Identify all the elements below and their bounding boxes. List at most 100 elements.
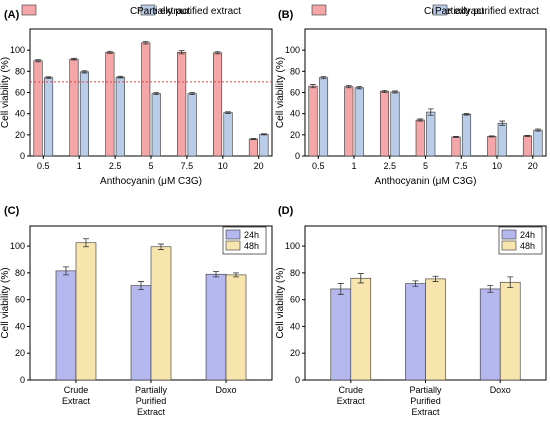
bar-crude-extract-0 (308, 85, 318, 157)
x-tick-label: Doxo (490, 385, 511, 395)
bar-crude-extract-2 (379, 91, 390, 157)
plot-frame (29, 28, 273, 157)
legend-label: 48h (244, 241, 259, 251)
bar-crude-extract-0 (33, 60, 43, 157)
error-bar (261, 133, 267, 136)
panel-label: (D) (278, 205, 294, 217)
x-tick-label: 0.5 (37, 161, 50, 171)
y-tick-label: 0 (20, 375, 25, 385)
error-bar (214, 51, 221, 55)
y-tick-label: 100 (285, 45, 300, 55)
x-tick-label: 7.5 (181, 161, 194, 171)
x-tick-label: Extract (337, 396, 366, 406)
legend-swatch-48h (501, 240, 517, 251)
bar-partially-purified-extract-1 (79, 71, 90, 157)
error-bar (117, 75, 124, 79)
bar-partially-purified-extract-2 (390, 91, 400, 157)
bar-48h-2 (225, 274, 247, 381)
bar-48h-2 (499, 281, 521, 381)
bar-crude-extract-6 (522, 135, 533, 157)
y-tick-label: 80 (15, 66, 25, 76)
error-bar (35, 59, 41, 63)
legend-swatch-24h (225, 229, 241, 240)
error-bar (427, 108, 434, 116)
y-tick-label: 20 (290, 130, 300, 140)
bar-crude-extract-1 (344, 86, 354, 157)
x-tick-label: 1 (77, 161, 82, 171)
y-tick-label: 20 (15, 130, 25, 140)
legend-label: Partially purified extract (137, 6, 241, 17)
error-bar (524, 134, 531, 137)
bar-24h-1 (130, 285, 152, 381)
error-bar (432, 275, 439, 282)
x-tick-label: 5 (423, 161, 428, 171)
y-tick-label: 60 (290, 295, 300, 305)
error-bar (535, 128, 541, 132)
x-tick-label: Crude (64, 385, 89, 395)
x-tick-label: Purified (136, 396, 167, 406)
y-axis-title: Cell viability (%) (0, 267, 11, 338)
y-tick-label: 40 (290, 109, 300, 119)
y-tick-label: 0 (295, 151, 300, 161)
x-tick-label: 10 (218, 161, 228, 171)
bar-partially-purified-extract-1 (354, 87, 364, 157)
bar-24h-0 (330, 288, 352, 381)
legend-label: 24h (520, 230, 535, 240)
error-bar (142, 41, 149, 45)
bar-partially-purified-extract-5 (497, 122, 507, 157)
legend-label: 24h (244, 230, 259, 240)
bar-24h-1 (405, 283, 426, 381)
bar-crude-extract-5 (212, 52, 223, 157)
legend-swatch-partially-purified-extract (432, 4, 448, 16)
error-bar (225, 111, 231, 114)
x-tick-label: 7.5 (455, 161, 468, 171)
x-tick-label: Purified (410, 396, 441, 406)
bar-partially-purified-extract-5 (223, 112, 233, 157)
x-tick-label: 1 (351, 161, 356, 171)
legend-label: 48h (520, 241, 535, 251)
error-bar (337, 283, 344, 295)
y-tick-label: 100 (10, 45, 25, 55)
error-bar (153, 92, 160, 96)
error-bar (213, 271, 220, 278)
x-tick-label: Partially (135, 385, 168, 395)
y-axis-title: Cell viability (%) (275, 57, 286, 128)
y-tick-label: 20 (15, 348, 25, 358)
legend-swatch-partially-purified-extract (140, 4, 156, 16)
y-tick-label: 0 (295, 375, 300, 385)
bar-48h-0 (350, 277, 372, 381)
chart-panel-b: (B) 0 20 40 60 80 100 Cell viability (%) 0.5 1 2.5… (275, 4, 547, 187)
bar-crude-extract-4 (177, 51, 187, 157)
plot-frame (304, 28, 547, 157)
bar-partially-purified-extract-3 (151, 93, 161, 157)
x-tick-label: 2.5 (109, 161, 122, 171)
error-bar (507, 276, 514, 288)
x-tick-label: 20 (528, 161, 538, 171)
error-bar (320, 76, 327, 80)
bar-partially-purified-extract-4 (461, 113, 472, 157)
x-tick-label: 2.5 (383, 161, 396, 171)
bar-24h-2 (479, 288, 501, 381)
x-tick-label: Extract (411, 407, 440, 417)
error-bar (178, 50, 185, 55)
y-tick-label: 80 (290, 66, 300, 76)
chart-panel-a: (A) 0 20 40 60 80 100 Cell viability (%) 0.5 1 2.5… (0, 4, 273, 187)
bar-partially-purified-extract-0 (318, 77, 329, 157)
error-bar (412, 280, 419, 287)
x-tick-label: Doxo (216, 385, 237, 395)
x-tick-label: Extract (62, 396, 91, 406)
error-bar (463, 112, 470, 116)
y-tick-label: 40 (15, 321, 25, 331)
error-bar (381, 89, 388, 93)
bar-24h-2 (205, 273, 227, 381)
x-axis-title: Anthocyanin (μM C3G) (100, 176, 202, 187)
legend-label: Crude extract (130, 6, 190, 17)
bar-partially-purified-extract-3 (426, 111, 436, 157)
y-tick-label: 60 (15, 88, 25, 98)
error-bar (158, 243, 164, 250)
